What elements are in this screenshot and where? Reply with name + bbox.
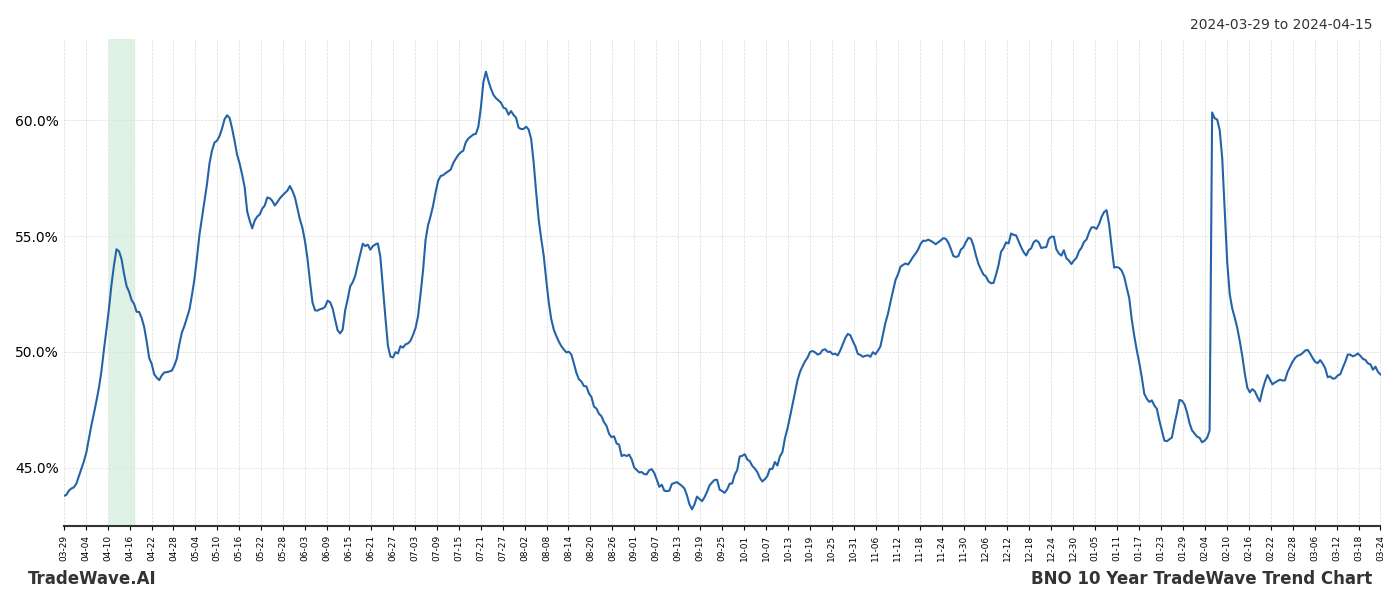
Text: TradeWave.AI: TradeWave.AI [28,570,157,588]
Text: 2024-03-29 to 2024-04-15: 2024-03-29 to 2024-04-15 [1190,18,1372,32]
Text: BNO 10 Year TradeWave Trend Chart: BNO 10 Year TradeWave Trend Chart [1030,570,1372,588]
Bar [109,39,134,526]
